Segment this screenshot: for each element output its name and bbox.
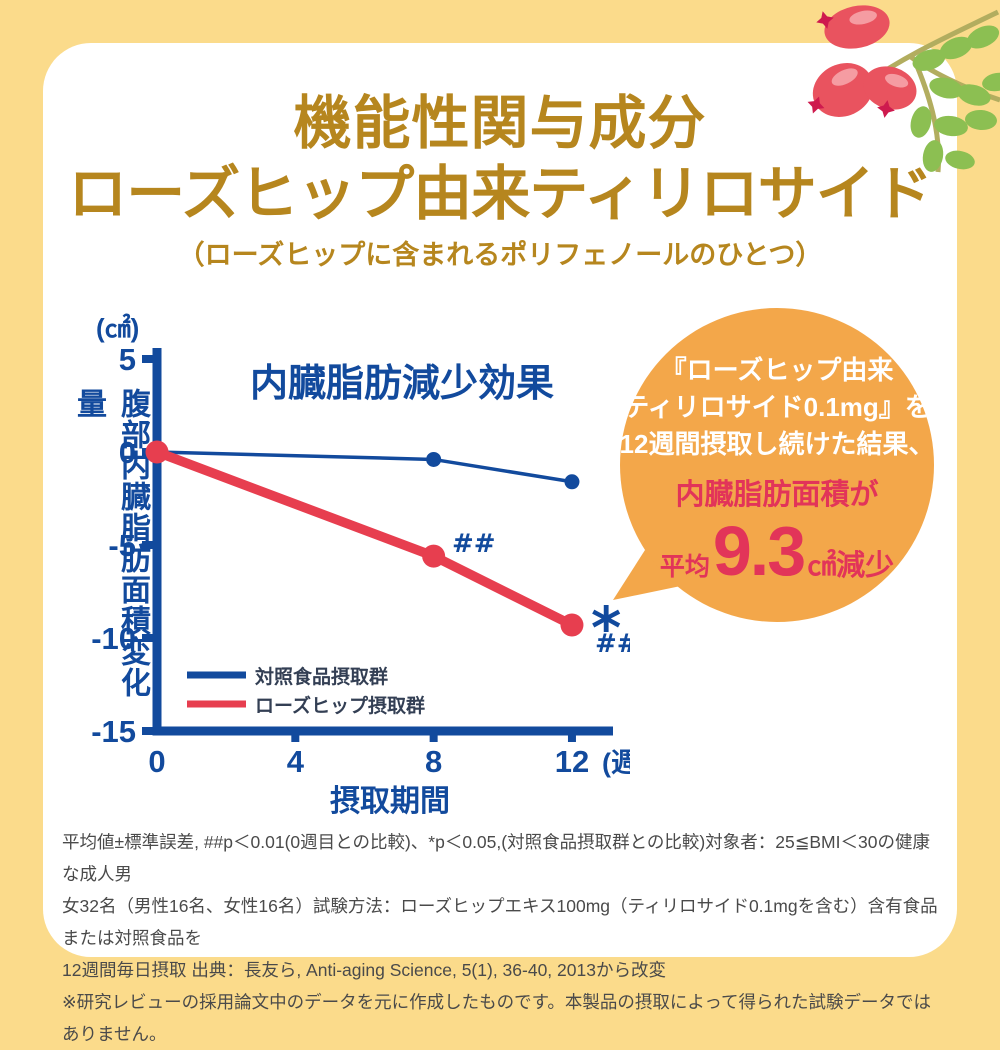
bubble-line2: ティリロサイド0.1mg』を — [623, 392, 931, 422]
result-bubble — [613, 308, 934, 622]
page-subtitle: （ローズヒップに含まれるポリフェノールのひとつ） — [177, 240, 823, 270]
significance-star-week12: * — [591, 594, 621, 662]
bubble-average-row: 平均 9.3 ㎠減少 — [612, 516, 942, 586]
svg-text:8: 8 — [425, 744, 442, 779]
rosehip-illustration — [807, 5, 1000, 173]
berry-3 — [863, 66, 917, 110]
footnote-line3: 12週間毎日摂取 出典：長友ら, Anti-aging Science, 5(1… — [62, 960, 666, 980]
footnote-line1: 平均値±標準誤差, ##p＜0.01(0週目との比較)、*p＜0.05,(対照食… — [62, 832, 930, 884]
legend-label-control: 対照食品摂取群 — [254, 665, 388, 688]
berry-calyxes — [807, 11, 895, 118]
svg-text:-15: -15 — [91, 714, 136, 749]
line-chart: 5 0 -5 -10 -15 0 4 8 12 (週) ## * ## 対照食品摂取群 ローズヒッ… — [91, 342, 630, 779]
svg-text:12: 12 — [555, 744, 589, 779]
svg-text:(週): (週) — [602, 748, 630, 778]
svg-text:-10: -10 — [91, 621, 136, 656]
chart-title: 内臓脂肪減少効果 — [249, 363, 554, 405]
berry-1 — [824, 5, 890, 49]
bubble-tail — [613, 550, 700, 600]
svg-text:-5: -5 — [108, 528, 136, 563]
bubble-circle — [620, 308, 934, 622]
berry-2 — [812, 63, 874, 117]
berries — [807, 5, 917, 118]
significance-hash-week12: ## — [595, 629, 630, 659]
bubble-line3: 12週間摂取し続けた結果、 — [619, 429, 935, 459]
plot-layer: 5 0 -5 -10 -15 0 4 8 12 (週) — [91, 342, 630, 779]
footnote-line2: 女32名（男性16名、女性16名）試験方法：ローズヒップエキス100mg（ティリ… — [62, 896, 938, 948]
legend-label-rosehip: ローズヒップ摂取群 — [255, 694, 425, 717]
average-unit: ㎠減少 — [807, 550, 895, 582]
infographic-page: { "colors": { "background_yellow": "#FBD… — [43, 5, 1000, 1044]
bubble-highlight: 内臓脂肪面積が — [675, 479, 879, 511]
svg-text:5: 5 — [119, 342, 136, 377]
page-title-line2: ローズヒップ由来ティリロサイド — [68, 161, 933, 227]
average-value: 9.3 — [712, 512, 806, 590]
y-axis-unit: (㎠) — [96, 313, 140, 343]
footnote: 平均値±標準誤差, ##p＜0.01(0週目との比較)、*p＜0.05,(対照食… — [62, 826, 944, 1050]
page-title-line1: 機能性関与成分 — [293, 91, 707, 156]
significance-week8: ## — [452, 529, 496, 559]
x-axis-label: 摂取期間 — [330, 785, 450, 818]
bubble-text: 『ローズヒップ由来 ティリロサイド0.1mg』を 12週間摂取し続けた結果、 内… — [612, 352, 942, 586]
chart-legend: 対照食品摂取群 ローズヒップ摂取群 — [187, 665, 425, 717]
leaves — [910, 25, 1000, 172]
average-label: 平均 — [659, 553, 710, 581]
footnote-line4: ※研究レビューの採用論文中のデータを元に作成したものです。本製品の摂取によって得… — [62, 992, 932, 1044]
svg-text:0: 0 — [148, 744, 165, 779]
svg-text:4: 4 — [287, 744, 305, 779]
svg-text:0: 0 — [119, 435, 136, 470]
bubble-line1: 『ローズヒップ由来 — [660, 355, 894, 385]
